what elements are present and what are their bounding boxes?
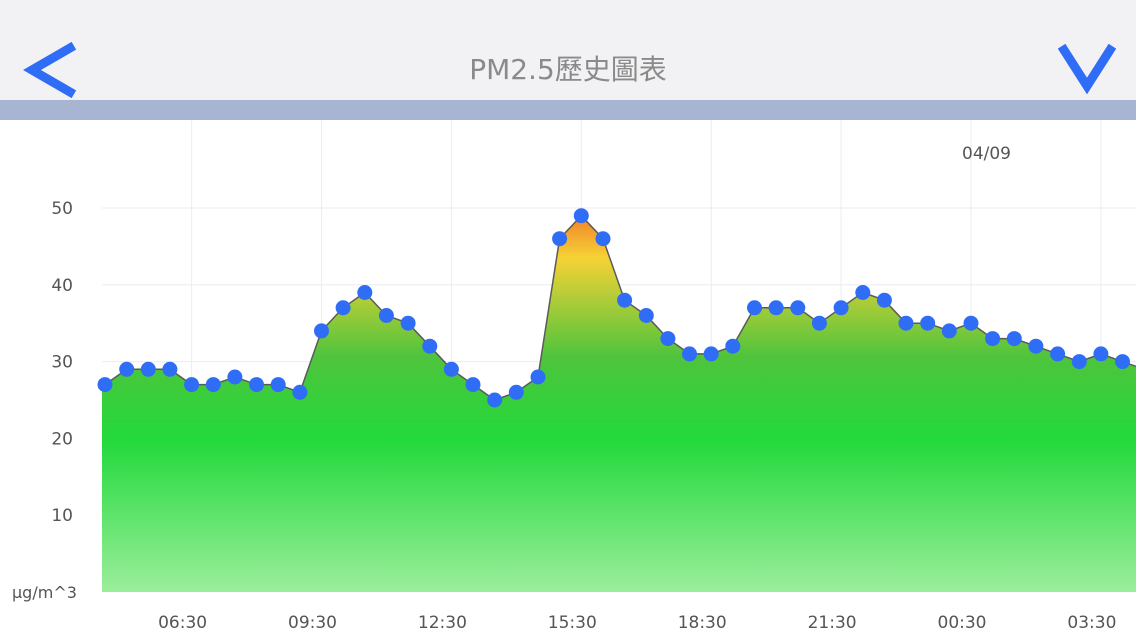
- chart-data-points: [97, 208, 1130, 408]
- data-point: [119, 361, 135, 377]
- chart-area-series: [102, 214, 1136, 592]
- data-point: [747, 300, 762, 316]
- x-tick-label: 15:30: [548, 613, 597, 633]
- page-title: PM2.5歷史圖表: [469, 53, 667, 86]
- y-tick-label: 10: [51, 506, 73, 526]
- data-point: [898, 315, 914, 331]
- data-point: [595, 231, 611, 247]
- data-point: [790, 300, 806, 316]
- data-point: [205, 377, 221, 393]
- data-point: [1071, 354, 1087, 370]
- y-axis-ticks: 10 20 30 40 50: [51, 199, 73, 526]
- data-point: [1115, 354, 1130, 370]
- x-axis-ticks: 06:30 09:30 12:30 15:30 18:30 21:30 00:30 03:30: [158, 613, 1116, 633]
- chevron-down-icon: [1057, 43, 1117, 95]
- header: PM2.5歷史圖表: [0, 0, 1136, 100]
- x-tick-label: 18:30: [678, 613, 727, 633]
- data-point: [1050, 346, 1066, 362]
- data-point: [249, 377, 264, 393]
- y-tick-label: 30: [51, 353, 73, 373]
- data-point: [465, 377, 481, 393]
- data-point: [227, 369, 243, 385]
- data-point: [443, 361, 459, 377]
- data-point: [508, 384, 524, 400]
- data-point: [920, 315, 936, 331]
- x-tick-label: 21:30: [808, 613, 857, 633]
- data-point: [811, 315, 827, 331]
- data-point: [292, 384, 308, 400]
- pm25-chart: 10 20 30 40 50 06:30 09:30 12:30 15:30 18:30 21:3…: [12, 120, 1136, 633]
- data-point: [162, 361, 178, 377]
- data-point: [855, 285, 871, 300]
- data-point: [184, 377, 200, 393]
- data-point: [963, 315, 979, 331]
- data-point: [97, 377, 113, 393]
- dropdown-button[interactable]: [1057, 43, 1117, 95]
- data-point: [725, 338, 741, 354]
- data-point: [335, 300, 351, 316]
- x-tick-label: 00:30: [938, 613, 987, 633]
- data-point: [660, 331, 676, 347]
- back-button[interactable]: [22, 41, 82, 99]
- data-point: [703, 346, 719, 362]
- data-point: [985, 331, 1001, 347]
- x-tick-label: 03:30: [1067, 613, 1116, 633]
- data-point: [1028, 338, 1044, 354]
- y-tick-label: 40: [51, 276, 73, 296]
- data-point: [1093, 346, 1109, 362]
- x-tick-label: 06:30: [158, 613, 207, 633]
- data-point: [1006, 331, 1022, 347]
- data-point: [400, 315, 416, 331]
- y-tick-label: 50: [51, 199, 73, 219]
- data-point: [876, 292, 892, 308]
- data-point: [617, 292, 633, 308]
- chevron-left-icon: [23, 41, 77, 99]
- data-point: [768, 300, 784, 316]
- data-point: [638, 308, 654, 323]
- data-point: [573, 208, 589, 224]
- data-point: [378, 308, 394, 323]
- area-fill: [102, 215, 1136, 592]
- data-point: [552, 231, 568, 247]
- data-point: [530, 369, 546, 385]
- y-tick-label: 20: [51, 429, 73, 449]
- data-point: [833, 300, 849, 316]
- data-point: [682, 346, 697, 362]
- data-point: [422, 338, 438, 354]
- data-point: [941, 323, 957, 339]
- y-axis-unit: μg/m^3: [12, 583, 77, 602]
- date-label: 04/09: [962, 144, 1011, 164]
- x-tick-label: 12:30: [418, 613, 467, 633]
- chart-area: 10 20 30 40 50 06:30 09:30 12:30 15:30 18:30 21:3…: [0, 120, 1136, 639]
- data-point: [314, 323, 329, 339]
- x-tick-label: 09:30: [288, 613, 337, 633]
- data-point: [270, 377, 286, 393]
- data-point: [140, 361, 156, 377]
- data-point: [357, 285, 373, 300]
- data-point: [487, 392, 503, 408]
- header-divider-bar: [0, 100, 1136, 120]
